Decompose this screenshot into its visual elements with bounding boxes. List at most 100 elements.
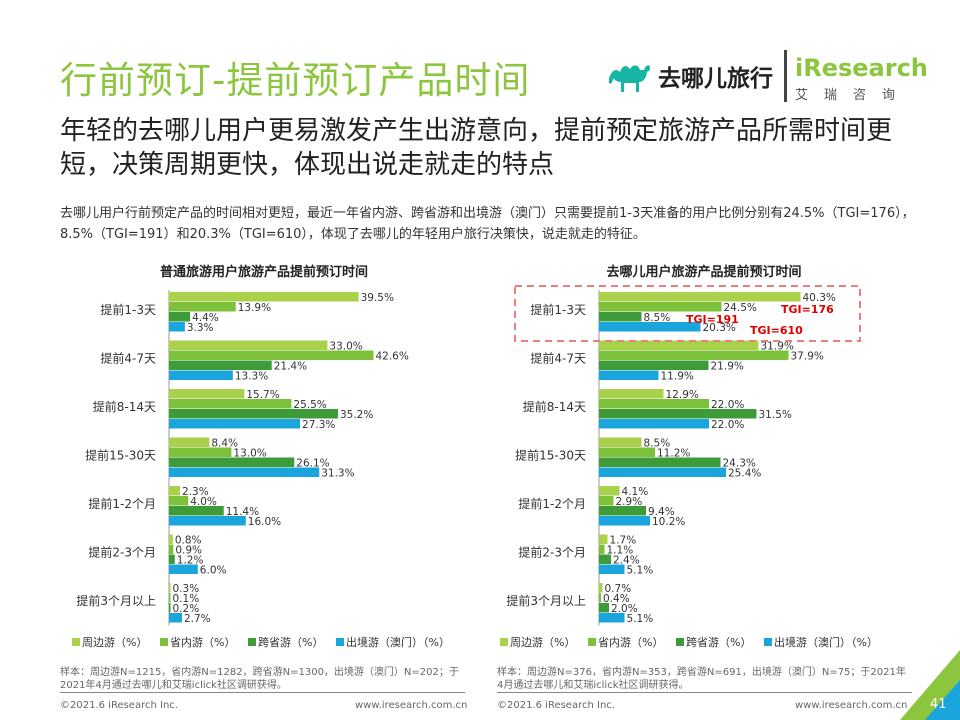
chart-0-data-label: 13.3% xyxy=(235,371,268,383)
chart-1-bar xyxy=(599,564,625,574)
chart-0-data-label: 1.2% xyxy=(177,555,204,567)
chart-1-data-label: 24.3% xyxy=(723,458,756,470)
chart-1-legend-swatch xyxy=(764,638,772,646)
chart-0-data-label: 15.7% xyxy=(246,389,279,401)
chart-0-data-label: 35.2% xyxy=(340,409,373,421)
chart-1-data-label: 31.9% xyxy=(761,341,794,353)
chart-0-category-label: 提前4-7天 xyxy=(100,351,156,366)
chart-1-bar xyxy=(599,516,650,526)
chart-0-bar xyxy=(169,554,175,564)
chart-1-bar xyxy=(599,447,655,457)
chart-0-data-label: 6.0% xyxy=(200,565,227,577)
logo-divider xyxy=(784,50,787,102)
chart-0-bar xyxy=(169,613,182,623)
chart-1-category-label: 提前4-7天 xyxy=(530,351,586,366)
chart-0-data-label: 31.3% xyxy=(321,468,354,480)
chart-0-legend-swatch xyxy=(72,638,80,646)
description: 去哪儿用户行前预定产品的时间相对更短，最近一年省内游、跨省游和出境游（澳门）只需… xyxy=(60,206,915,242)
chart-1-bar xyxy=(599,312,642,322)
chart-1-bar xyxy=(599,399,709,409)
chart-1-bar xyxy=(599,534,608,544)
copyright-right: ©2021.6 iResearch Inc. xyxy=(497,700,615,711)
chart-0-bar xyxy=(169,496,189,506)
chart-1-bar xyxy=(599,506,646,516)
chart-1-bar xyxy=(599,350,789,360)
qunar-logo-text: 去哪儿旅行 xyxy=(658,66,773,92)
chart-1-bar xyxy=(599,302,722,312)
chart-0-data-label: 4.0% xyxy=(190,496,217,508)
chart-0-bar xyxy=(169,350,374,360)
chart-0-category-label: 提前1-2个月 xyxy=(88,496,156,511)
chart-1-bar xyxy=(599,583,603,593)
chart-1-bar xyxy=(599,360,709,370)
chart-1-data-label: 2.4% xyxy=(613,555,640,567)
chart-0-data-label: 25.5% xyxy=(293,399,326,411)
chart-1-bar xyxy=(599,467,726,477)
chart-1-data-label: 25.4% xyxy=(728,468,761,480)
page-title: 行前预订-提前预订产品时间 xyxy=(60,59,531,102)
chart-0-bar xyxy=(169,360,272,370)
chart-1-legend-label: 周边游（%） xyxy=(510,636,575,649)
chart-0-data-label: 0.8% xyxy=(175,535,202,547)
chart-1-bar xyxy=(599,292,801,302)
chart-0-bar xyxy=(169,322,185,332)
chart-1-data-label: 5.1% xyxy=(627,565,654,577)
camel-icon xyxy=(609,65,650,92)
chart-0-legend-label: 跨省游（%） xyxy=(258,636,323,649)
highlight-box xyxy=(514,285,861,342)
chart-0-bar xyxy=(169,593,171,603)
chart-0-bar xyxy=(169,340,328,350)
chart-0-bar xyxy=(169,544,174,554)
chart-0-bar xyxy=(169,409,338,419)
chart-1-data-label: 2.9% xyxy=(616,496,643,508)
chart-1-data-label: 5.1% xyxy=(627,613,654,625)
chart-0-bar xyxy=(169,457,295,467)
chart-0-data-label: 26.1% xyxy=(296,458,329,470)
chart-1-title: 去哪儿用户旅游产品提前预订时间 xyxy=(606,264,801,280)
chart-1-data-label: 9.4% xyxy=(648,506,675,518)
chart-0-legend-swatch xyxy=(248,638,256,646)
chart-1-bar xyxy=(599,409,757,419)
chart-0-data-label: 33.0% xyxy=(329,341,362,353)
chart-1-bar xyxy=(599,419,709,429)
chart-1-bar xyxy=(599,389,664,399)
chart-1-data-label: 4.1% xyxy=(622,486,649,498)
chart-1-data-label: 8.5% xyxy=(644,312,671,324)
chart-0-bar xyxy=(169,419,301,429)
chart-0-data-label: 0.1% xyxy=(173,593,200,605)
chart-0-bar xyxy=(169,389,245,399)
chart-1-data-label: 0.7% xyxy=(605,583,632,595)
chart-0-bar xyxy=(169,486,181,496)
chart-1-category-label: 提前15-30天 xyxy=(515,448,586,463)
chart-1-bar xyxy=(599,437,642,447)
chart-0-bar xyxy=(169,302,236,312)
chart-0-data-label: 2.3% xyxy=(182,486,209,498)
footnote-rule-right xyxy=(497,692,912,693)
qunar-logo: 去哪儿旅行 xyxy=(606,58,773,94)
chart-1-data-label: 1.7% xyxy=(610,535,637,547)
chart-0-bar xyxy=(169,292,359,302)
chart-1-data-label: 20.3% xyxy=(703,322,736,334)
chart-0-legend-label: 省内游（%） xyxy=(170,635,235,649)
chart-0-data-label: 11.4% xyxy=(226,506,259,518)
chart-1-data-label: 1.1% xyxy=(607,545,634,557)
chart-1-category-label: 提前3个月以上 xyxy=(506,593,586,608)
chart-0-bar xyxy=(169,447,232,457)
website-right: www.iresearch.com.cn xyxy=(795,700,908,711)
chart-0-category-label: 提前2-3个月 xyxy=(88,545,156,560)
headline: 年轻的去哪儿用户更易激发产生出游意向，提前预定旅游产品所需时间更短，决策周期更快… xyxy=(60,116,893,180)
chart-0-data-label: 16.0% xyxy=(248,516,281,528)
chart-0-data-label: 42.6% xyxy=(375,351,408,363)
chart-1-legend-label: 跨省游（%） xyxy=(686,636,751,649)
page-number: 41 xyxy=(930,697,947,712)
chart-1-category-label: 提前1-2个月 xyxy=(518,496,586,511)
chart-1-bar xyxy=(599,486,620,496)
chart-1-bar xyxy=(599,457,721,467)
chart-0-data-label: 8.4% xyxy=(211,438,238,450)
chart-0-bar xyxy=(169,312,191,322)
tgi-annotation: TGI=191 xyxy=(686,313,739,326)
chart-0-category-label: 提前15-30天 xyxy=(85,448,156,463)
chart-0-data-label: 4.4% xyxy=(192,312,219,324)
chart-0-title: 普通旅游用户旅游产品提前预订时间 xyxy=(160,264,368,280)
